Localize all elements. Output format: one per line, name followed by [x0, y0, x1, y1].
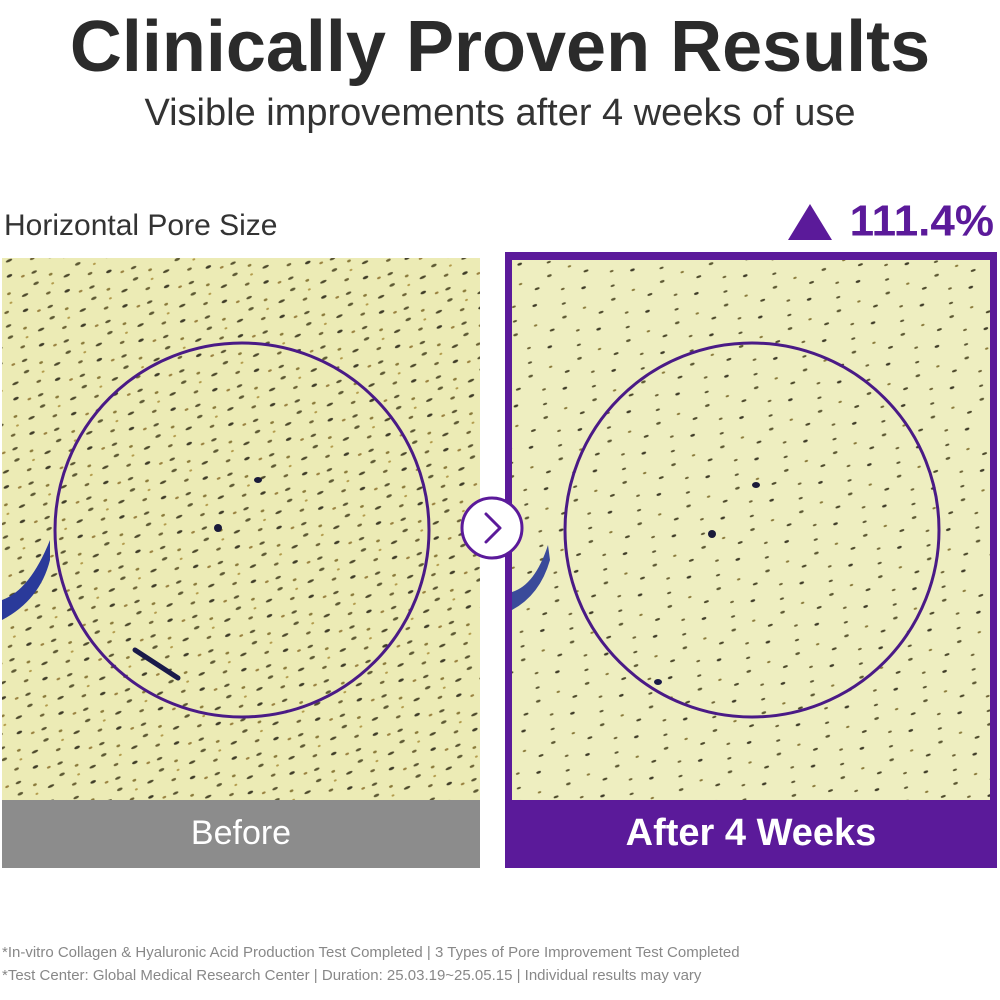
footnote: *In-vitro Collagen & Hyaluronic Acid Pro…: [2, 944, 740, 961]
metric-label: Horizontal Pore Size: [4, 209, 277, 242]
up-triangle: [788, 204, 832, 240]
footnote: *Test Center: Global Medical Research Ce…: [2, 967, 702, 984]
focus-circle: [53, 341, 431, 719]
title: Clinically Proven Results: [70, 7, 930, 87]
result: 111.4%: [850, 197, 994, 246]
before-label: Before: [191, 814, 291, 852]
arrow-chevron: [484, 512, 502, 544]
focus-circle: [563, 341, 941, 719]
before-bar: [2, 800, 480, 868]
arrow-circle: [460, 496, 524, 560]
after-label: After 4 Weeks: [626, 812, 877, 854]
after-image: [512, 260, 990, 800]
subtitle: Visible improvements after 4 weeks of us…: [144, 92, 855, 134]
before-image: [2, 258, 480, 800]
